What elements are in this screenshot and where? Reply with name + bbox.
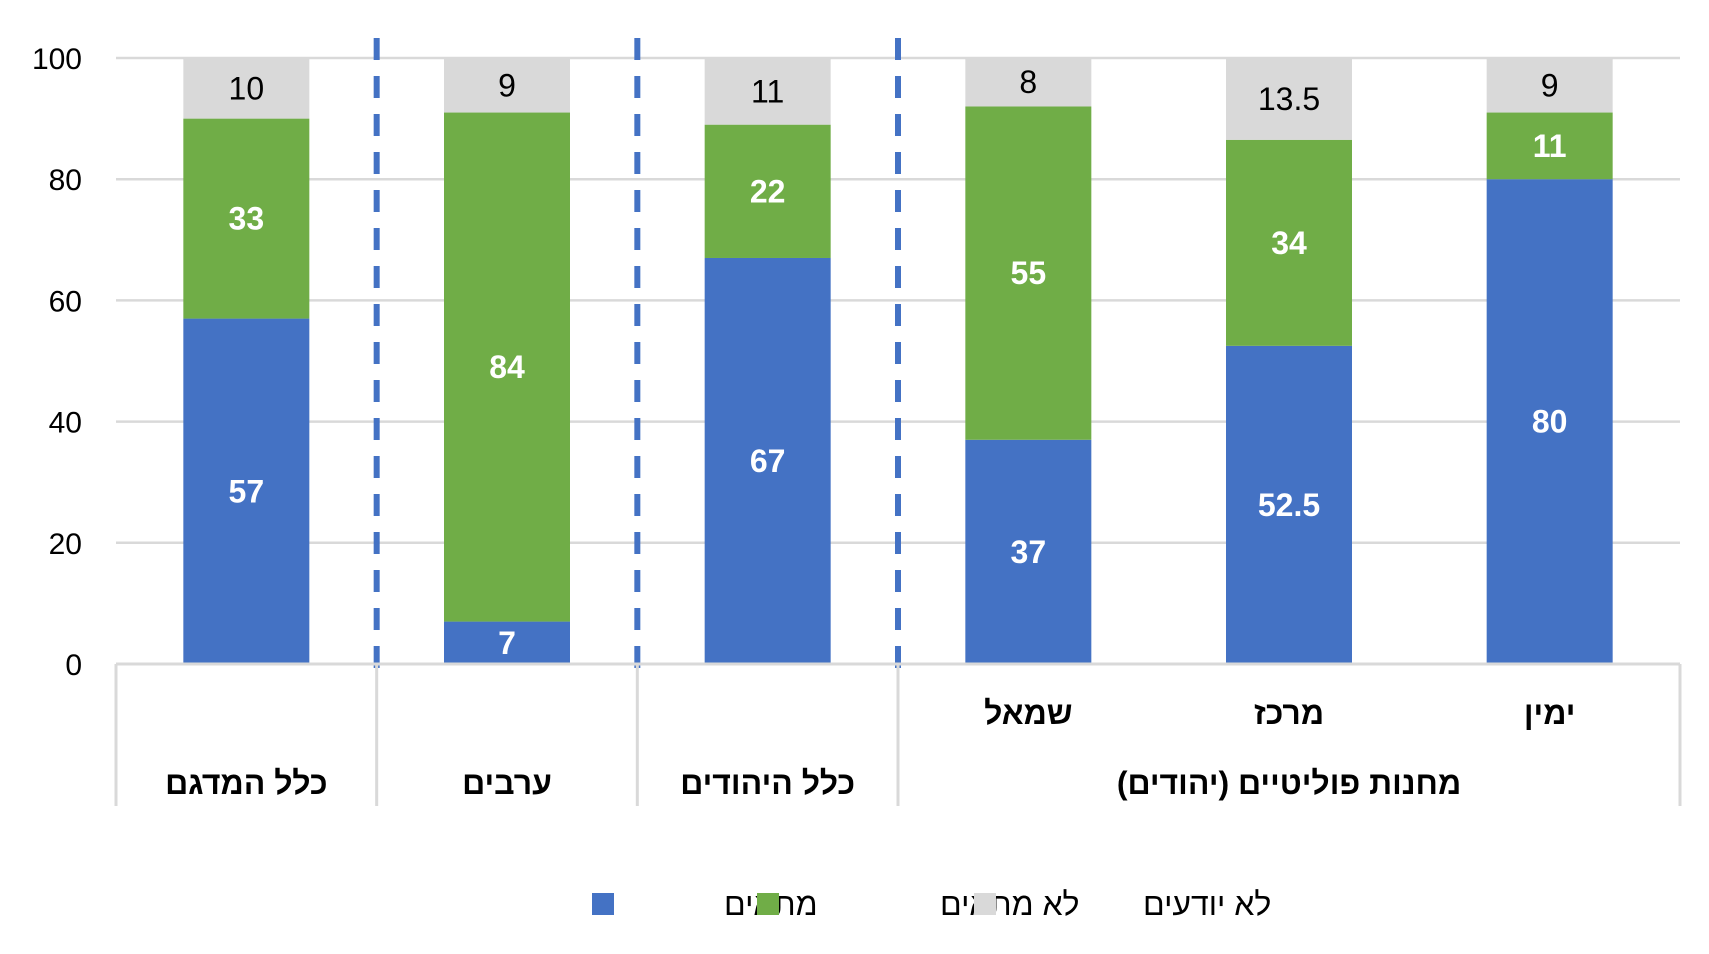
bar-segment [183,58,310,119]
y-tick-label: 0 [65,649,82,682]
bar-segment [444,112,570,622]
bar-segment [444,58,570,113]
data-label: 37 [1011,534,1047,570]
bar-segment [704,58,831,125]
bar-segment [1486,112,1613,180]
y-axis: 0 20 40 60 80 100 [32,43,82,682]
bar-segment [1486,179,1613,664]
subcategory-label: שמאל [984,695,1072,731]
bar-segment [704,257,831,664]
legend-swatch [974,893,996,915]
y-tick-label: 60 [49,285,82,318]
bar-segment [1226,58,1352,140]
data-label: 55 [1011,255,1047,291]
bar-segment [444,621,570,664]
bar-segment [1226,345,1352,664]
bar-segment [965,106,1092,440]
data-label: 33 [229,201,265,237]
data-label: 8 [1019,64,1037,100]
group-label: כלל המדגם [165,765,328,801]
dashed-separators [373,38,901,668]
data-label: 13.5 [1258,81,1320,117]
group-label: כלל היהודים [680,765,855,801]
y-tick-label: 40 [49,407,82,440]
data-label: 84 [489,349,525,385]
subcategory-label: ימין [1524,695,1576,731]
data-label: 7 [498,625,516,661]
data-label: 67 [750,443,786,479]
bar-segment [183,318,310,664]
data-label: 11 [751,73,784,109]
y-tick-label: 80 [49,164,82,197]
bar-segment [1486,58,1613,113]
legend-swatch [592,893,614,915]
bar-segment [965,58,1092,107]
data-label: 11 [1533,128,1567,164]
data-label: 10 [229,70,265,106]
y-tick-label: 20 [49,528,82,561]
group-label: ערבים [462,765,552,801]
bar-segment [183,118,310,319]
x-axis: שמאל מרכז ימין כלל המדגם ערבים כלל היהודים מחנ… [114,662,1682,806]
group-label: מחנות פוליטיים (יהודים) [1117,765,1461,801]
subcategory-label: מרכז [1254,695,1324,731]
data-label: 9 [498,67,516,103]
bar-segment [1226,139,1352,346]
data-label: 80 [1532,404,1568,440]
legend-label: לא מתאים [940,886,1080,922]
data-label: 34 [1271,225,1307,261]
y-tick-label: 100 [32,43,82,76]
data-label: 52.5 [1258,487,1320,523]
legend-label: לא יודעים [1143,886,1271,922]
bar-segment [704,124,831,258]
data-label: 57 [229,473,265,509]
bars: 57 33 10 7 84 9 67 22 11 37 55 8 52.5 34 13.5 80 11 9 [183,58,1613,664]
data-label: 9 [1541,67,1559,103]
legend-swatch [757,893,779,915]
data-label: 22 [750,173,786,209]
bar-segment [965,439,1092,664]
